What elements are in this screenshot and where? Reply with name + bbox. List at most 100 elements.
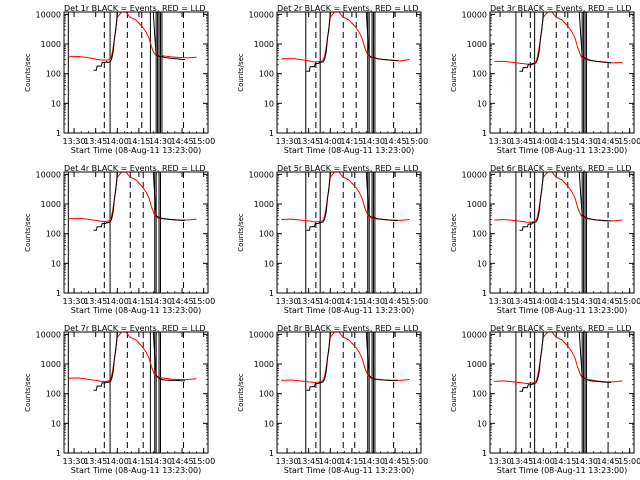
x-tick-label: 14:45 xyxy=(384,137,407,146)
y-tick-label: 1000 xyxy=(467,360,487,369)
series-line-lld xyxy=(281,172,410,223)
x-tick-label: 13:30 xyxy=(276,457,299,466)
panel-det-7: Det 7r BLACK = Events, RED = LLD Counts/s… xyxy=(24,324,215,475)
x-axis-label: Start Time (08-Aug-11 13:23:00) xyxy=(497,146,628,155)
series-line-events xyxy=(306,332,398,391)
plot-frame xyxy=(276,11,422,134)
panel-title: Det 2r BLACK = Events, RED = LLD xyxy=(277,4,419,13)
y-tick-label: 100 xyxy=(259,230,274,239)
y-axis-label: Counts/sec xyxy=(237,373,245,412)
x-tick-label: 14:15 xyxy=(127,297,150,306)
x-tick-label: 14:00 xyxy=(532,457,555,466)
y-tick-label: 1 xyxy=(269,129,274,138)
series-line-lld xyxy=(281,332,410,383)
x-tick-label: 15:00 xyxy=(618,297,640,306)
x-tick-label: 15:00 xyxy=(618,457,640,466)
series-line-events xyxy=(93,12,185,71)
x-tick-label: 14:15 xyxy=(340,297,363,306)
x-tick-label: 14:45 xyxy=(171,457,194,466)
x-tick-label: 14:15 xyxy=(340,457,363,466)
x-axis-label: Start Time (08-Aug-11 13:23:00) xyxy=(71,146,202,155)
x-tick-label: 13:30 xyxy=(276,137,299,146)
x-tick-label: 14:45 xyxy=(384,457,407,466)
x-tick-label: 15:00 xyxy=(405,297,428,306)
y-tick-label: 100 xyxy=(472,70,487,79)
y-tick-label: 1 xyxy=(482,129,487,138)
y-tick-label: 1 xyxy=(56,289,61,298)
x-tick-label: 13:45 xyxy=(297,137,320,146)
y-tick-label: 100 xyxy=(472,230,487,239)
series-line-events xyxy=(519,172,611,231)
x-tick-label: 13:45 xyxy=(510,297,533,306)
panel-title: Det 3r BLACK = Events, RED = LLD xyxy=(490,4,632,13)
x-tick-label: 14:45 xyxy=(597,297,620,306)
panel-title: Det 8r BLACK = Events, RED = LLD xyxy=(277,324,419,333)
x-tick-label: 13:45 xyxy=(297,457,320,466)
x-tick-label: 15:00 xyxy=(618,137,640,146)
x-tick-label: 14:15 xyxy=(553,297,576,306)
x-tick-label: 13:45 xyxy=(84,297,107,306)
x-tick-label: 13:30 xyxy=(63,457,86,466)
x-axis-label: Start Time (08-Aug-11 13:23:00) xyxy=(284,466,415,475)
y-tick-label: 10 xyxy=(264,99,274,108)
y-tick-label: 1 xyxy=(482,289,487,298)
x-tick-label: 14:00 xyxy=(106,457,129,466)
panel-det-2: Det 2r BLACK = Events, RED = LLD Counts/s… xyxy=(237,4,428,155)
y-tick-label: 10000 xyxy=(462,330,487,339)
y-tick-label: 10 xyxy=(51,99,61,108)
x-tick-label: 14:15 xyxy=(553,137,576,146)
y-tick-label: 10 xyxy=(477,419,487,428)
x-tick-label: 14:30 xyxy=(575,137,598,146)
y-tick-label: 1000 xyxy=(467,40,487,49)
panel-det-5: Det 5r BLACK = Events, RED = LLD Counts/s… xyxy=(237,164,428,315)
x-tick-label: 13:45 xyxy=(297,297,320,306)
x-tick-label: 14:30 xyxy=(149,457,172,466)
panel-title: Det 4r BLACK = Events, RED = LLD xyxy=(64,164,206,173)
y-axis-label: Counts/sec xyxy=(450,213,458,252)
series-line-events xyxy=(93,332,185,391)
x-tick-label: 13:30 xyxy=(489,297,512,306)
plot-frame xyxy=(63,171,209,294)
y-tick-label: 1 xyxy=(482,449,487,458)
series-line-lld xyxy=(494,332,623,385)
x-axis-label: Start Time (08-Aug-11 13:23:00) xyxy=(497,306,628,315)
series-line-lld xyxy=(68,332,197,382)
plot-frame xyxy=(489,11,635,134)
y-tick-label: 10 xyxy=(51,259,61,268)
x-tick-label: 14:30 xyxy=(362,137,385,146)
x-tick-label: 14:45 xyxy=(597,137,620,146)
y-tick-label: 10000 xyxy=(36,10,61,19)
y-axis-label: Counts/sec xyxy=(237,213,245,252)
panel-det-9: Det 9r BLACK = Events, RED = LLD Counts/s… xyxy=(450,324,640,475)
y-tick-label: 1000 xyxy=(41,40,61,49)
y-tick-label: 10 xyxy=(51,419,61,428)
x-tick-label: 13:30 xyxy=(276,297,299,306)
y-tick-label: 1000 xyxy=(254,40,274,49)
x-tick-label: 14:45 xyxy=(597,457,620,466)
series-line-lld xyxy=(68,172,197,222)
y-tick-label: 1 xyxy=(56,449,61,458)
y-tick-label: 100 xyxy=(46,230,61,239)
y-tick-label: 10 xyxy=(264,259,274,268)
plot-frame xyxy=(489,171,635,294)
x-tick-label: 14:00 xyxy=(319,137,342,146)
y-tick-label: 100 xyxy=(46,390,61,399)
x-tick-label: 14:45 xyxy=(384,297,407,306)
series-line-lld xyxy=(494,12,623,65)
series-line-events xyxy=(519,332,611,392)
x-tick-label: 13:45 xyxy=(510,457,533,466)
series-line-events xyxy=(306,12,399,72)
x-tick-label: 14:15 xyxy=(127,137,150,146)
series-line-lld xyxy=(68,12,197,61)
y-tick-label: 10000 xyxy=(249,170,274,179)
x-axis-label: Start Time (08-Aug-11 13:23:00) xyxy=(71,306,202,315)
x-axis-label: Start Time (08-Aug-11 13:23:00) xyxy=(284,306,415,315)
y-axis-label: Counts/sec xyxy=(237,53,245,92)
x-tick-label: 13:30 xyxy=(63,137,86,146)
y-tick-label: 100 xyxy=(472,390,487,399)
plot-frame xyxy=(276,171,422,294)
x-tick-label: 14:45 xyxy=(171,137,194,146)
y-tick-label: 1 xyxy=(269,289,274,298)
y-tick-label: 1000 xyxy=(467,200,487,209)
